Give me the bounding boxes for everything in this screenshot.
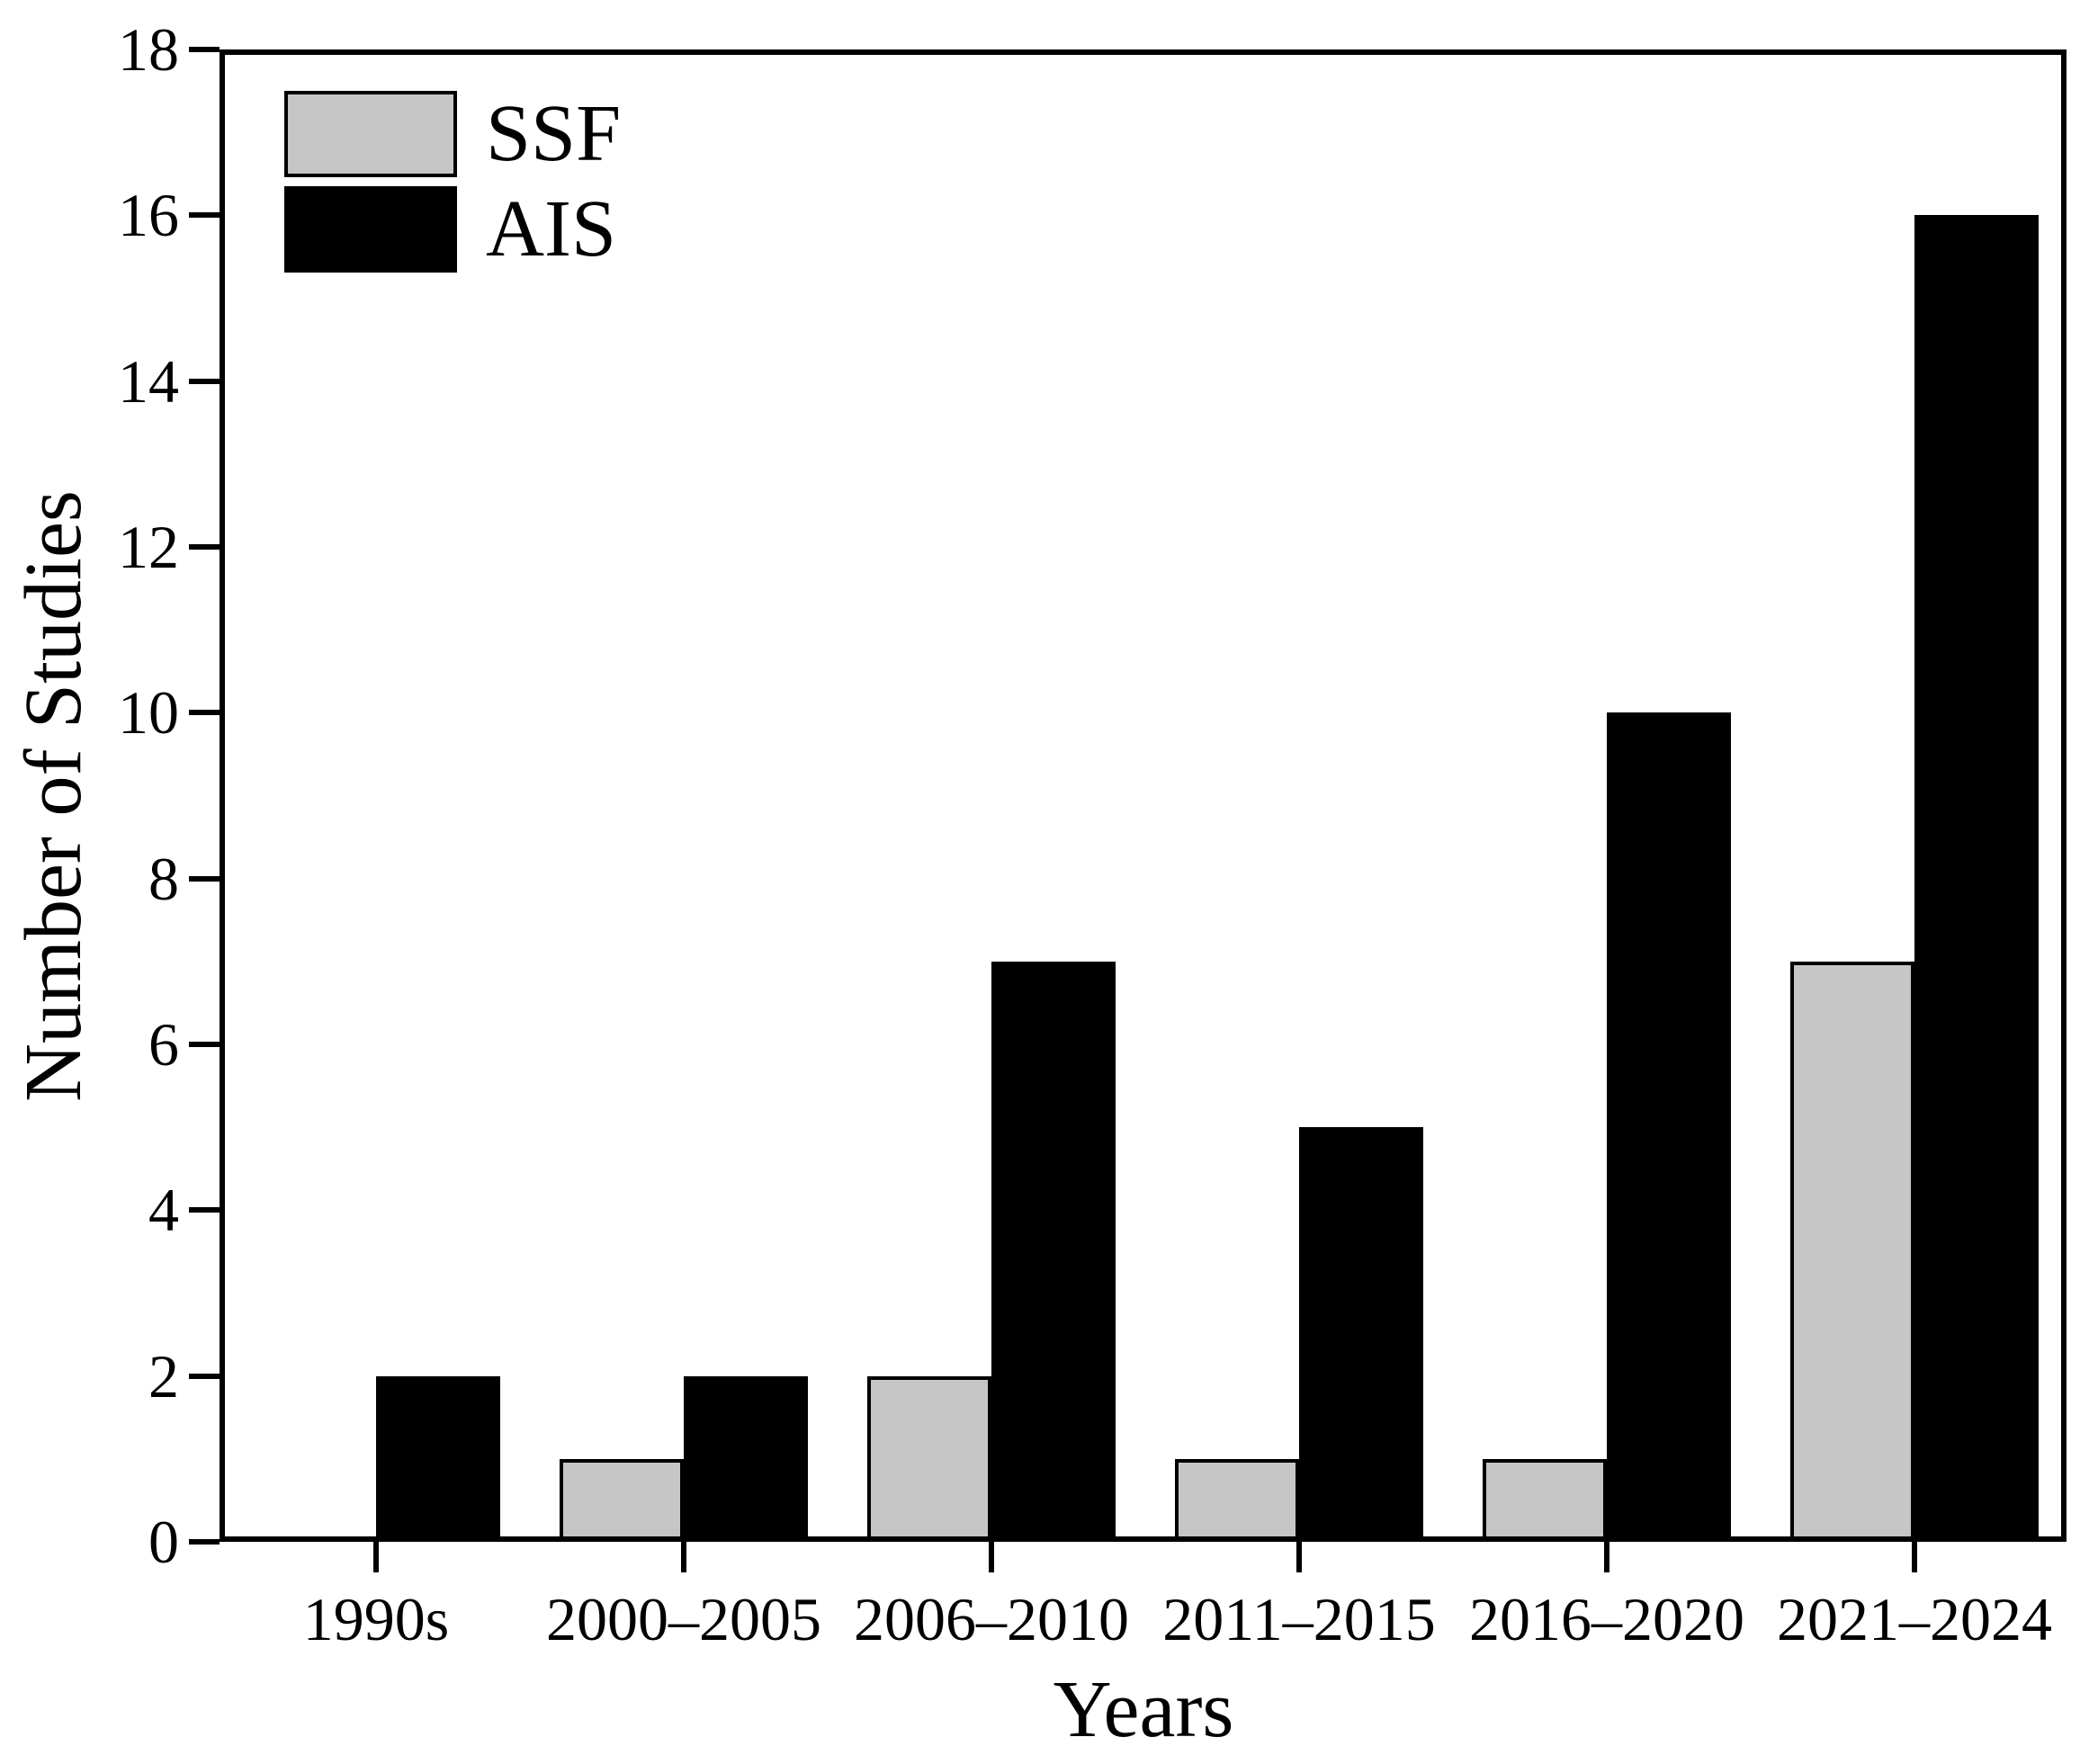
x-tick-5 — [1604, 1542, 1609, 1572]
x-tick-2 — [681, 1542, 686, 1572]
y-tick-label-10: 10 — [118, 678, 179, 747]
y-tick-label-2: 2 — [148, 1342, 179, 1410]
ssf-legend-swatch — [284, 91, 457, 177]
bar-ssf-3 — [867, 1376, 991, 1542]
x-tick-label-1: 1990s — [302, 1585, 450, 1653]
x-tick-label-2: 2000–2005 — [546, 1585, 821, 1653]
bar-ais-5 — [1607, 712, 1731, 1542]
y-tick-0 — [189, 1539, 220, 1545]
y-tick-label-12: 12 — [118, 513, 179, 581]
ais-legend-label: AIS — [486, 184, 617, 273]
x-tick-3 — [989, 1542, 994, 1572]
x-tick-1 — [373, 1542, 379, 1572]
x-tick-label-3: 2006–2010 — [854, 1585, 1129, 1653]
x-tick-6 — [1912, 1542, 1917, 1572]
y-tick-label-6: 6 — [148, 1010, 179, 1079]
y-tick-label-4: 4 — [148, 1176, 179, 1244]
y-tick-16 — [189, 212, 220, 218]
bar-ssf-2 — [560, 1459, 684, 1542]
bar-ais-6 — [1914, 215, 2039, 1542]
bar-ssf-5 — [1483, 1459, 1607, 1542]
y-tick-12 — [189, 544, 220, 550]
y-tick-label-14: 14 — [118, 347, 179, 416]
y-tick-2 — [189, 1374, 220, 1379]
ais-legend-swatch — [284, 186, 457, 273]
ssf-legend-label: SSF — [486, 89, 622, 178]
legend: SSF AIS — [284, 91, 621, 273]
legend-row-ssf: SSF — [284, 91, 621, 177]
y-tick-label-0: 0 — [148, 1508, 179, 1576]
y-tick-label-18: 18 — [118, 15, 179, 84]
y-tick-18 — [189, 47, 220, 52]
x-axis-title: Years — [1053, 1665, 1234, 1754]
x-tick-4 — [1296, 1542, 1302, 1572]
x-tick-label-4: 2011–2015 — [1162, 1585, 1436, 1653]
legend-row-ais: AIS — [284, 186, 621, 273]
bar-ssf-6 — [1790, 962, 1914, 1542]
bar-ais-4 — [1299, 1127, 1423, 1542]
x-tick-label-5: 2016–2020 — [1469, 1585, 1744, 1653]
y-tick-8 — [189, 876, 220, 882]
y-axis-title: Number of Studies — [9, 490, 98, 1102]
y-tick-4 — [189, 1207, 220, 1213]
y-tick-label-16: 16 — [118, 181, 179, 249]
x-tick-label-6: 2021–2024 — [1777, 1585, 2052, 1653]
y-tick-6 — [189, 1042, 220, 1047]
plot-frame — [220, 49, 2067, 1542]
y-tick-14 — [189, 379, 220, 384]
bar-ais-3 — [991, 962, 1116, 1542]
y-tick-10 — [189, 710, 220, 715]
y-tick-label-8: 8 — [148, 845, 179, 913]
bar-ais-1 — [376, 1376, 500, 1542]
